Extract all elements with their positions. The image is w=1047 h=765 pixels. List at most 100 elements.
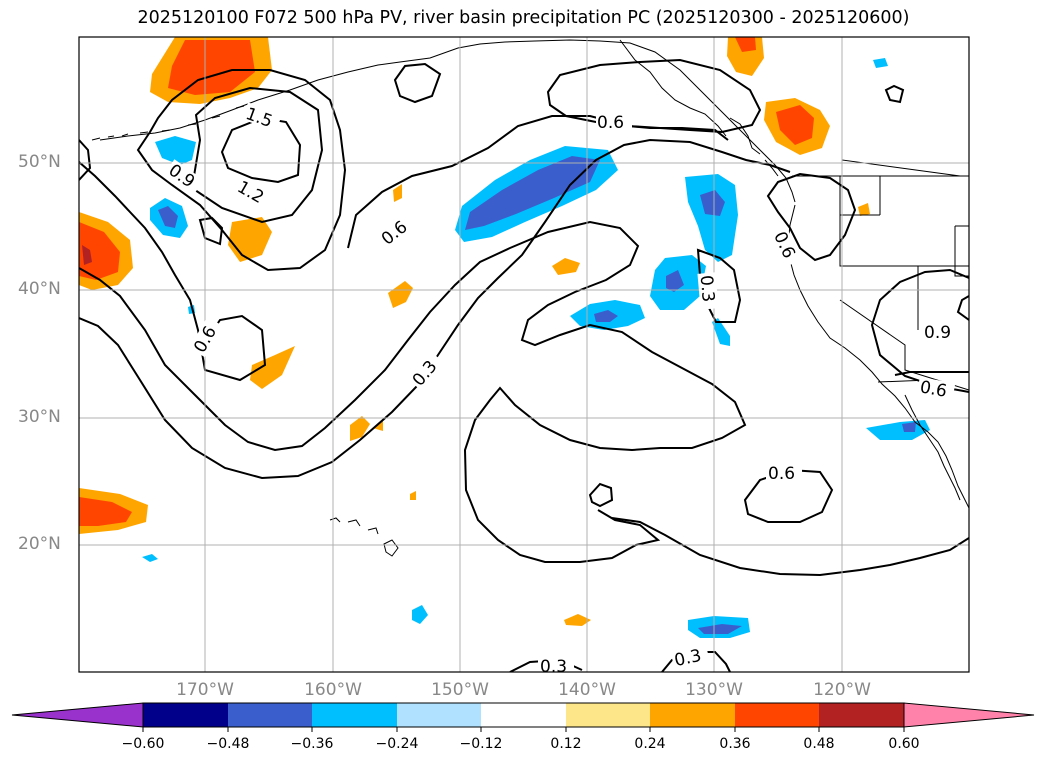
colorbar-bin (228, 703, 312, 727)
colorbar (11, 702, 1035, 732)
lon-label: 160°W (304, 680, 362, 700)
precip-negative-area (712, 318, 730, 346)
precip-positive-area (858, 203, 870, 216)
precip-positive-area (564, 614, 591, 626)
contour-label: 0.3 (673, 646, 704, 671)
pv-contour-0.3 (79, 138, 791, 480)
colorbar-tick-label: −0.36 (290, 736, 334, 752)
colorbar-bin (735, 703, 819, 727)
colorbar-extend-low (11, 702, 144, 728)
lon-label: 140°W (558, 680, 616, 700)
pv-contour-0.6 (766, 172, 857, 262)
colorbar-tick-label: 0.36 (719, 736, 751, 752)
precip-negative-core (158, 206, 178, 228)
lat-label: 50°N (18, 152, 61, 172)
precip-negative-core (594, 310, 618, 322)
colorbar-extend-high (903, 702, 1035, 728)
precip-positive-area (228, 217, 272, 262)
contour-label: 0.6 (768, 464, 795, 484)
colorbar-bin (397, 703, 481, 727)
pv-contour-0.9 (198, 216, 224, 246)
precip-positive-area (388, 281, 413, 308)
precip-positive-area (373, 421, 383, 431)
precip-positive-area (250, 346, 295, 389)
colorbar-bin (481, 703, 566, 727)
precip-negative-area (142, 554, 158, 562)
colorbar-tick-label: 0.60 (888, 736, 920, 752)
pv-contour-0.6 (884, 84, 905, 104)
precip-positive-area (552, 258, 580, 275)
precip-negative-core (666, 270, 684, 292)
precip-negative-core (465, 156, 600, 230)
precip-positive-core (79, 222, 120, 280)
precip-negative-area (873, 58, 888, 68)
aleutian-islands (91, 105, 245, 141)
pv-contour-0.6 (546, 58, 762, 134)
precip-negative-area (685, 174, 738, 262)
lat-label: 30°N (18, 407, 61, 427)
colorbar-bin (312, 703, 397, 727)
gridlines (79, 37, 969, 672)
map-title: 2025120100 F072 500 hPa PV, river basin … (137, 8, 910, 28)
colorbar-tick-label: 0.12 (550, 736, 582, 752)
contour-label: 0.9 (924, 323, 951, 343)
precip-positive-core (79, 497, 132, 526)
colorbar-tick-label: −0.12 (459, 736, 503, 752)
lon-label: 130°W (685, 680, 743, 700)
pv-contours (79, 58, 969, 672)
contour-label: 0.6 (918, 377, 948, 401)
lat-label: 20°N (18, 534, 61, 554)
colorbar-tick-label: 0.24 (634, 736, 666, 752)
pv-contour-0.6 (347, 115, 729, 249)
precip-negative-area (412, 605, 428, 624)
precip-negative-core (698, 624, 742, 634)
baja-peninsula (904, 394, 961, 501)
precip-negative-core (700, 190, 725, 216)
pv-contour-0.3 (611, 517, 969, 577)
alaska-coast (619, 39, 727, 137)
precip-positive-core (168, 40, 255, 95)
lon-label: 170°W (176, 680, 234, 700)
contour-label: 0.6 (597, 113, 624, 133)
contour-label: 0.3 (540, 657, 567, 677)
west-coast (787, 204, 969, 509)
pv-contour-1.5 (220, 116, 302, 184)
canada-border (841, 37, 961, 177)
pv-contour-0.6 (79, 220, 747, 563)
precip-positive-area (350, 416, 370, 441)
precip-positive-area (410, 491, 416, 500)
pv-contour-0.6 (79, 161, 267, 382)
colorbar-tick-label: 0.48 (803, 736, 835, 752)
precip-negative-area (866, 420, 930, 440)
colorbar-tick-label: −0.24 (375, 736, 419, 752)
precip-positive-area (393, 184, 402, 202)
pv-contour-0.6 (894, 371, 969, 376)
precip-positive-core (735, 37, 756, 52)
contour-label: 0.3 (696, 274, 718, 303)
colorbar-bin (566, 703, 650, 727)
pv-contour-0.3 (79, 139, 92, 181)
pv-contour-0.3 (393, 62, 442, 104)
map-frame (78, 36, 970, 673)
pv-contour-1.2 (190, 86, 324, 224)
pv-contour-0.9 (136, 69, 347, 272)
precip-positive-peak (82, 245, 92, 265)
precip-negative-area (155, 136, 196, 165)
alaska-coast (99, 39, 796, 203)
lat-label: 40°N (18, 279, 61, 299)
colorbar-bin (650, 703, 735, 727)
coastlines (91, 37, 969, 557)
colorbar-bin (143, 703, 228, 727)
hawaii-islands (329, 517, 399, 557)
pv-contour-0.6 (588, 482, 614, 508)
precip-positive-core (776, 105, 814, 145)
colorbar-tick-label: −0.60 (121, 736, 165, 752)
colorbar-frame (142, 702, 905, 728)
colorbar-tick-label: −0.48 (206, 736, 250, 752)
colorbar-bin (819, 703, 904, 727)
lon-label: 120°W (813, 680, 871, 700)
state-borders (792, 175, 969, 391)
lon-label: 150°W (431, 680, 489, 700)
pv-contour-0.9 (956, 295, 969, 321)
